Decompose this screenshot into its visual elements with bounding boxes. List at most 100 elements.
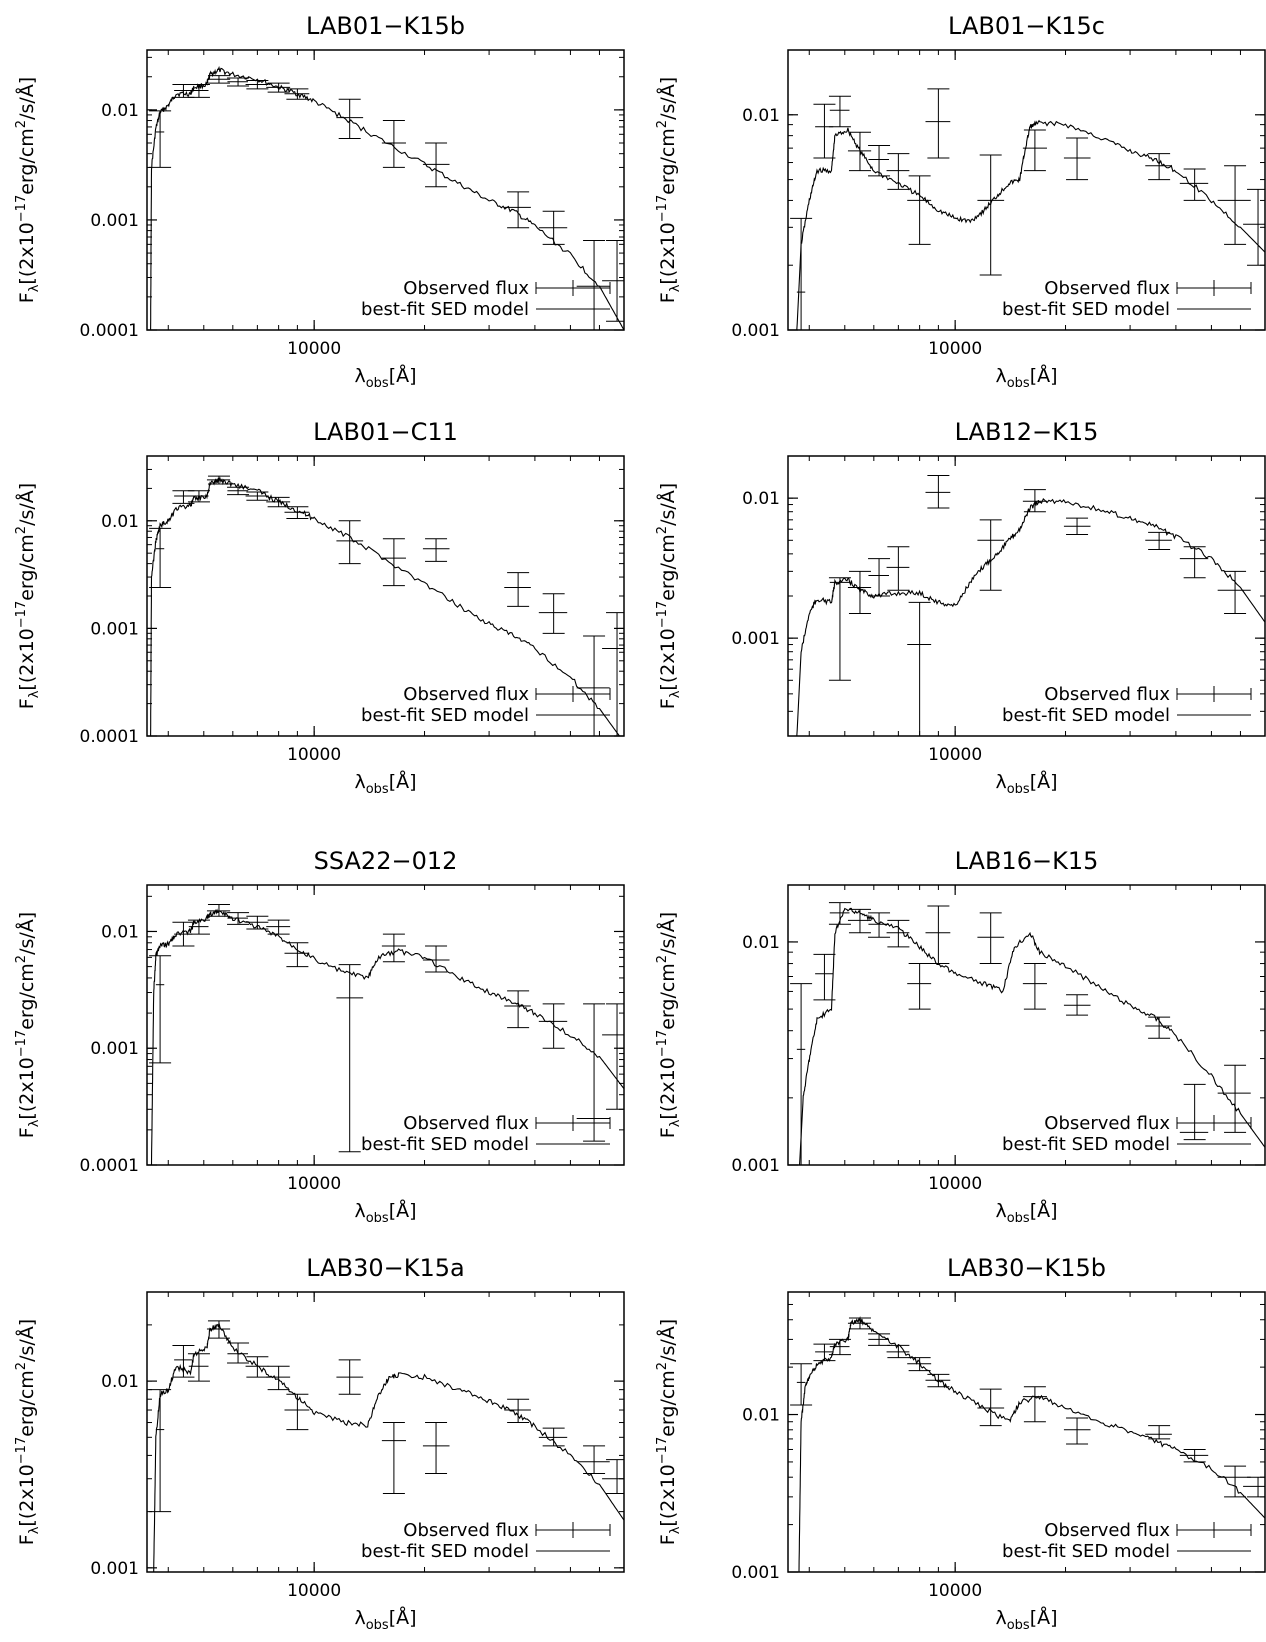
observed-point [828, 1338, 851, 1356]
y-axis-label-pre: [(2x10 [657, 1464, 679, 1526]
observed-point [266, 496, 291, 508]
x-tick-label: 10000 [928, 1581, 982, 1601]
y-minor-ticks [147, 56, 624, 331]
observed-point [907, 963, 932, 1010]
observed-point [1217, 1465, 1251, 1498]
legend-observed-label: Observed flux [1044, 684, 1170, 705]
y-axis-label: Fλ[(2x10−17erg/cm2/s/Å] [14, 1319, 42, 1545]
y-axis-label-post: /s/Å] [15, 912, 38, 955]
observed-point [538, 210, 568, 245]
panel-4: LAB12−K15100000.0010.01λobs[Å]Fλ[(2x10−1… [655, 418, 1266, 797]
x-axis-label: λobs[Å] [995, 1199, 1057, 1226]
y-axis-label-post: /s/Å] [656, 77, 679, 120]
x-tick-label: 10000 [928, 745, 982, 765]
x-axis-label-main: λ [354, 771, 365, 793]
legend-observed-symbol [1176, 280, 1252, 296]
x-minor-ticks [808, 885, 1266, 1165]
observed-point [336, 520, 364, 565]
observed-point [828, 577, 851, 681]
observed-point [1179, 546, 1209, 579]
observed-point [925, 1373, 951, 1388]
y-axis-label-exp: −17 [655, 1437, 670, 1464]
observed-point [1022, 489, 1047, 513]
y-axis-label-sub: λ [668, 284, 683, 292]
x-axis-label: λobs[Å] [354, 1606, 416, 1633]
x-axis-label-main: λ [354, 1200, 365, 1222]
y-axis-label-post: /s/Å] [15, 1319, 38, 1362]
y-axis-label-sub: λ [27, 690, 42, 698]
y-axis-label: Fλ[(2x10−17erg/cm2/s/Å] [655, 77, 683, 303]
x-axis-label-unit: [Å] [389, 1199, 417, 1222]
observed-point [1022, 129, 1047, 172]
x-axis-label-sub: obs [1007, 376, 1030, 391]
legend-model-label: best-fit SED model [361, 1134, 529, 1155]
panel-title: LAB12−K15 [955, 418, 1099, 446]
legend-observed-label: Observed flux [403, 1520, 529, 1541]
y-tick-label: 0.0001 [80, 321, 139, 341]
observed-point [576, 240, 610, 330]
legend-observed-symbol [1176, 1522, 1252, 1538]
observed-point [813, 953, 836, 1001]
y-axis-label-pre: [(2x10 [657, 628, 679, 690]
legend-observed-symbol [1176, 1115, 1252, 1131]
observed-points [828, 475, 1251, 736]
observed-point [206, 75, 231, 84]
observed-point [1022, 1386, 1047, 1423]
observed-point [925, 88, 951, 159]
observed-point [149, 955, 172, 1064]
y-axis-label-exp2: 2 [655, 1362, 670, 1370]
panel-title: LAB01−K15b [306, 12, 465, 40]
observed-point [284, 942, 310, 968]
y-tick-label: 0.01 [101, 1372, 139, 1392]
y-axis-label-pre: [(2x10 [16, 1464, 38, 1526]
observed-point [602, 1003, 624, 1110]
observed-point [977, 519, 1005, 591]
observed-point [828, 902, 851, 925]
y-axis-label-post: /s/Å] [656, 912, 679, 955]
observed-point [504, 1398, 531, 1424]
observed-point [245, 79, 269, 90]
x-axis-label-unit: [Å] [389, 1606, 417, 1629]
x-axis-label-unit: [Å] [389, 770, 417, 793]
y-axis-label-mid: erg/cm [16, 1370, 38, 1437]
observed-points [149, 75, 624, 330]
x-axis-label-unit: [Å] [1030, 770, 1058, 793]
observed-point [538, 1427, 568, 1447]
x-axis-label: λobs[Å] [995, 1606, 1057, 1633]
x-axis-label-main: λ [354, 365, 365, 387]
x-tick-label: 10000 [928, 339, 982, 359]
y-axis-label-exp2: 2 [14, 1362, 29, 1370]
observed-point [602, 1459, 624, 1495]
y-tick-label: 0.01 [101, 101, 139, 121]
legend-model-label: best-fit SED model [1002, 705, 1170, 726]
y-minor-ticks [147, 895, 624, 1166]
observed-point [813, 1343, 836, 1362]
panel-title: LAB30−K15b [947, 1254, 1106, 1282]
y-axis-label-pre: [(2x10 [16, 222, 38, 284]
legend-model-label: best-fit SED model [1002, 299, 1170, 320]
panel-1: LAB01−K15b100000.00010.0010.01λobs[Å]Fλ[… [14, 12, 625, 391]
observed-point [172, 1345, 195, 1378]
observed-point [1217, 1064, 1251, 1133]
observed-point [187, 1353, 210, 1382]
y-axis-label-exp2: 2 [655, 955, 670, 963]
y-tick-label: 0.001 [90, 1559, 139, 1579]
y-axis-label-exp: −17 [14, 1030, 29, 1057]
y-axis-label-exp2: 2 [14, 526, 29, 534]
y-axis-label-exp: −17 [14, 195, 29, 222]
y-axis-label-exp: −17 [14, 601, 29, 628]
x-axis-label-sub: obs [1007, 782, 1030, 797]
y-axis-label-post: /s/Å] [656, 1319, 679, 1362]
observed-points [149, 475, 624, 736]
panel-2: LAB01−K15c100000.0010.01λobs[Å]Fλ[(2x10−… [655, 12, 1266, 391]
y-axis-label-post: /s/Å] [15, 77, 38, 120]
x-axis-label-sub: obs [1007, 1618, 1030, 1633]
observed-point [977, 912, 1005, 965]
x-tick-label: 10000 [287, 1581, 341, 1601]
y-tick-label: 0.0001 [80, 1156, 139, 1176]
x-axis-label: λobs[Å] [354, 364, 416, 391]
